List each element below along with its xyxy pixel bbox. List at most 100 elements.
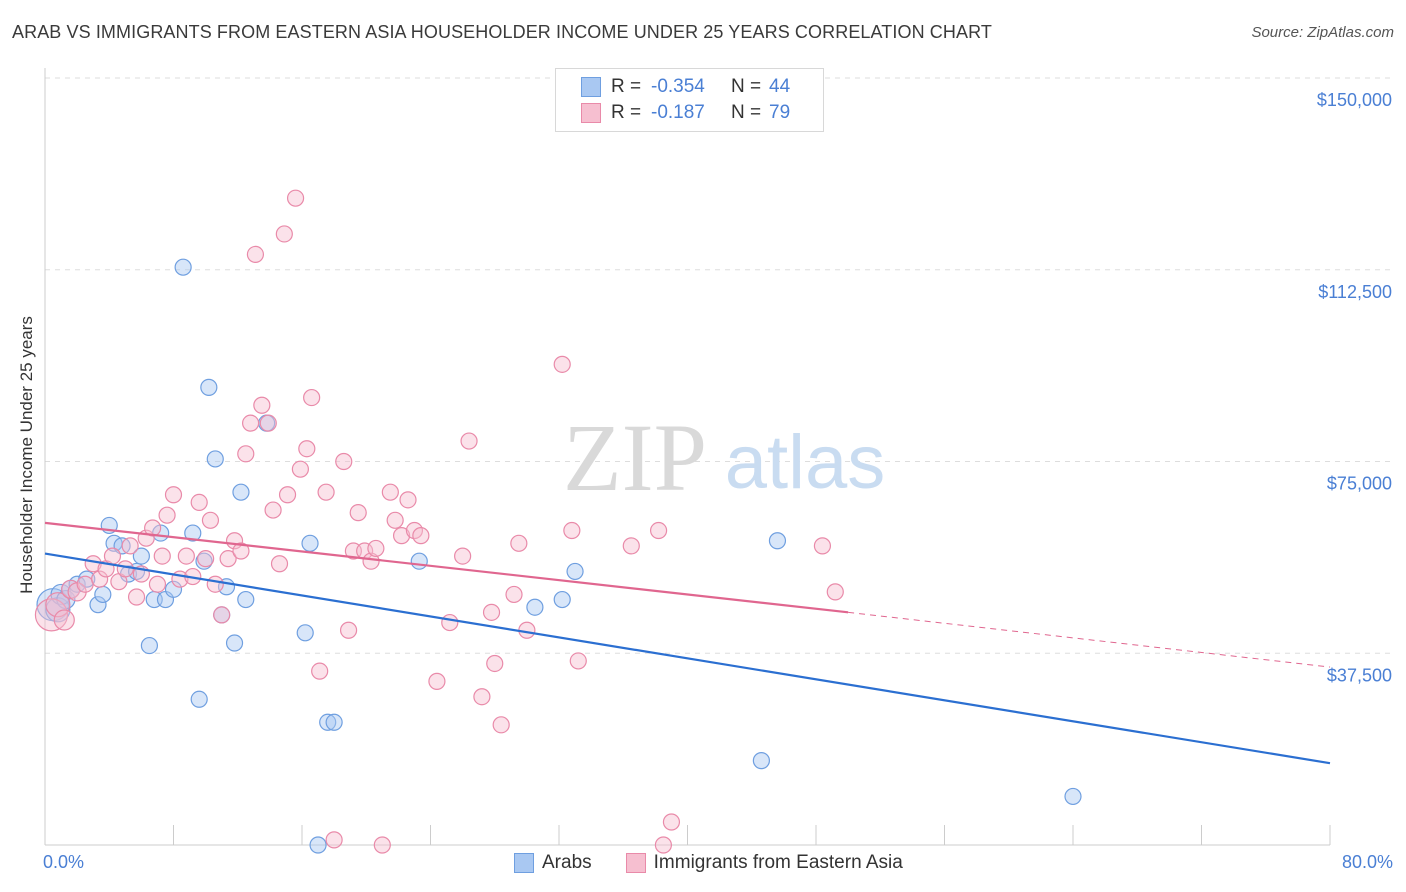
eastern-asia-point xyxy=(654,836,673,854)
legend-r-value: -0.187 xyxy=(651,102,705,123)
eastern-asia-point xyxy=(392,527,411,545)
arabs-point xyxy=(195,552,213,570)
eastern-asia-point xyxy=(201,511,220,529)
y-tick-label: $150,000 xyxy=(1317,90,1392,110)
legend-label-arabs: Arabs xyxy=(542,852,592,873)
y-tick-label: $75,000 xyxy=(1327,474,1392,494)
eastern-asia-point xyxy=(121,537,139,555)
eastern-asia-point xyxy=(242,414,260,432)
legend-item-eastern-asia[interactable]: Immigrants from Eastern Asia xyxy=(625,852,903,874)
eastern-asia-point xyxy=(569,652,587,670)
eastern-asia-point xyxy=(76,575,94,593)
eastern-asia-point xyxy=(270,555,289,573)
arabs-point xyxy=(319,713,337,731)
arabs-point xyxy=(164,580,183,598)
y-tick-label: $37,500 xyxy=(1327,665,1392,685)
eastern-asia-point xyxy=(662,813,681,831)
legend-r-label: R = xyxy=(611,76,642,97)
eastern-asia-trend-line xyxy=(44,521,849,614)
legend-r-label: R = xyxy=(611,102,642,123)
arabs-point xyxy=(301,534,319,552)
arabs-point xyxy=(225,634,244,652)
arabs-point xyxy=(768,532,787,550)
eastern-asia-point xyxy=(127,588,146,606)
eastern-asia-point xyxy=(190,493,208,512)
trend-lines xyxy=(44,521,1331,765)
correlation-legend: R = -0.354 N = 44 R = -0.187 N = 79 xyxy=(555,68,824,132)
arabs-point xyxy=(132,547,150,565)
eastern-asia-point xyxy=(259,414,277,432)
legend-label-eastern-asia: Immigrants from Eastern Asia xyxy=(653,852,903,873)
series-legend: Arabs Immigrants from Eastern Asia xyxy=(514,852,937,874)
eastern-asia-series xyxy=(34,189,844,854)
eastern-asia-point xyxy=(373,836,391,854)
arabs-point xyxy=(190,690,208,708)
eastern-asia-point xyxy=(45,592,71,618)
eastern-asia-point xyxy=(264,501,282,519)
eastern-asia-point xyxy=(286,189,305,207)
legend-n-value: 79 xyxy=(769,102,791,123)
eastern-asia-point xyxy=(177,547,195,565)
arabs-point xyxy=(184,524,202,542)
eastern-asia-point xyxy=(362,552,380,570)
eastern-asia-point xyxy=(367,539,385,558)
eastern-asia-point xyxy=(454,547,472,565)
arabs-point xyxy=(296,624,314,642)
x-tick-label-max: 80.0% xyxy=(1341,852,1393,872)
arabs-point xyxy=(1064,787,1082,806)
eastern-asia-point xyxy=(275,225,293,243)
eastern-asia-point xyxy=(311,662,329,680)
eastern-asia-point xyxy=(153,547,171,565)
eastern-asia-point xyxy=(197,550,215,568)
arabs-point xyxy=(232,483,250,501)
grid-lines xyxy=(45,77,1392,654)
eastern-asia-swatch xyxy=(625,853,646,873)
eastern-asia-point xyxy=(441,613,459,632)
eastern-asia-point xyxy=(164,486,183,504)
eastern-asia-point xyxy=(303,388,321,407)
arabs-point xyxy=(174,258,192,276)
eastern-asia-point xyxy=(813,537,832,555)
watermark: ZIP atlas xyxy=(563,404,885,511)
eastern-asia-point xyxy=(253,396,271,414)
eastern-asia-point xyxy=(381,483,399,501)
eastern-asia-point xyxy=(103,547,122,565)
eastern-asia-point xyxy=(563,521,581,540)
arabs-point xyxy=(89,596,107,614)
legend-n-label: N = xyxy=(731,102,762,123)
eastern-asia-point xyxy=(325,831,343,849)
legend-item-arabs[interactable]: Arabs xyxy=(514,852,592,874)
eastern-asia-point xyxy=(492,716,510,734)
eastern-asia-point xyxy=(412,527,430,545)
eastern-asia-point xyxy=(460,432,478,450)
eastern-asia-point xyxy=(386,511,404,529)
eastern-asia-point xyxy=(148,575,167,593)
eastern-asia-point xyxy=(349,504,367,522)
arabs-point xyxy=(237,590,255,609)
eastern-asia-swatch xyxy=(581,103,601,123)
eastern-asia-point xyxy=(213,606,231,624)
eastern-asia-point xyxy=(116,560,134,578)
eastern-asia-point xyxy=(91,570,109,588)
legend-n-label: N = xyxy=(731,76,762,97)
watermark-zip: ZIP xyxy=(563,404,707,511)
legend-n-value: 44 xyxy=(769,76,791,97)
arabs-point xyxy=(325,713,343,731)
eastern-asia-point xyxy=(428,672,446,690)
watermark-atlas: atlas xyxy=(725,420,886,505)
eastern-asia-point xyxy=(335,452,353,471)
eastern-asia-point xyxy=(158,506,176,524)
eastern-asia-point xyxy=(206,575,224,593)
arabs-point xyxy=(410,552,428,570)
arabs-point xyxy=(94,585,112,604)
arabs-swatch xyxy=(581,77,601,97)
eastern-asia-point xyxy=(298,440,316,458)
x-tick-label-min: 0.0% xyxy=(43,852,85,872)
arabs-point xyxy=(553,590,571,609)
eastern-asia-point xyxy=(232,542,250,560)
arabs-point xyxy=(566,562,584,581)
eastern-asia-point xyxy=(505,585,523,604)
eastern-asia-point xyxy=(317,483,335,501)
arabs-trend-line xyxy=(44,552,1331,765)
